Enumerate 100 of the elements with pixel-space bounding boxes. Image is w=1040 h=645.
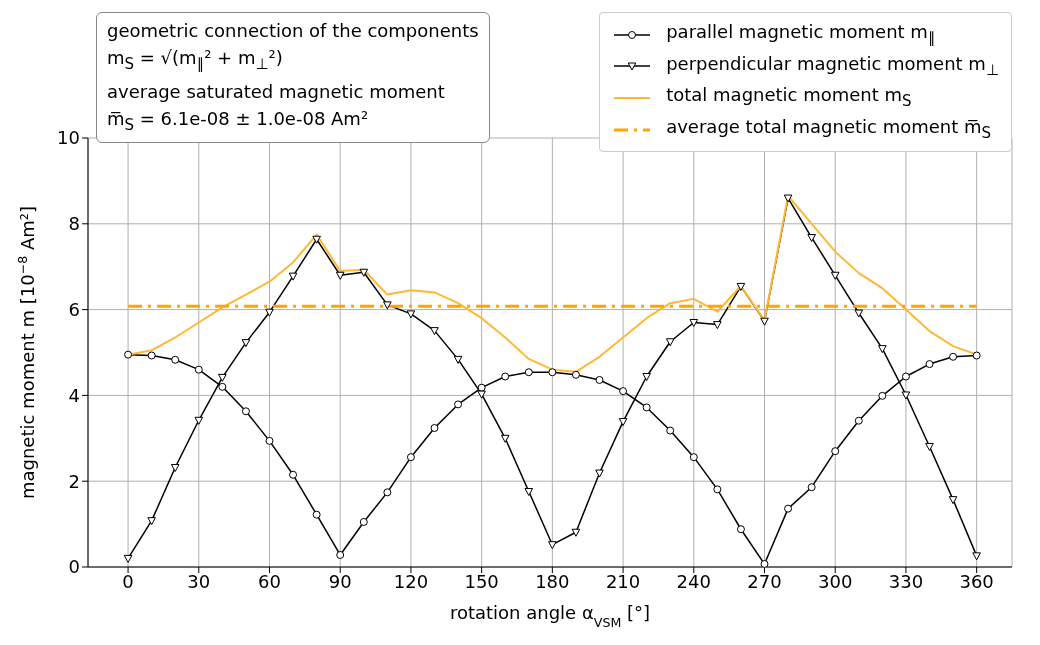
point bbox=[689, 453, 698, 462]
point bbox=[619, 387, 628, 396]
text: m$_{S}$ = √(m$_{∥}$² + m$_{⊥}$²) bbox=[107, 46, 284, 75]
point bbox=[171, 355, 180, 364]
point bbox=[948, 496, 958, 505]
point bbox=[312, 510, 321, 519]
point bbox=[359, 268, 369, 277]
legend-label: parallel magnetic moment m$_{∥}$ bbox=[666, 20, 936, 49]
x-tick-label: 330 bbox=[888, 570, 924, 592]
point bbox=[501, 372, 510, 381]
point bbox=[783, 194, 793, 203]
legend-label: average total magnetic moment m̅$_{S}$ bbox=[666, 114, 992, 144]
point bbox=[878, 345, 887, 354]
point bbox=[359, 517, 368, 526]
point bbox=[218, 373, 227, 382]
x-tick-label: 210 bbox=[605, 570, 641, 592]
point bbox=[524, 368, 533, 377]
y-tick-label: 8 bbox=[68, 213, 80, 235]
point bbox=[901, 372, 910, 381]
point bbox=[406, 310, 416, 319]
point bbox=[288, 272, 298, 281]
point bbox=[736, 525, 745, 534]
x-tick-label: 150 bbox=[464, 570, 499, 592]
point bbox=[666, 426, 675, 435]
point bbox=[124, 350, 133, 359]
point bbox=[335, 271, 345, 280]
point bbox=[713, 485, 722, 494]
point bbox=[831, 447, 840, 456]
x-tick-label: 270 bbox=[747, 570, 782, 592]
point bbox=[218, 382, 227, 391]
point bbox=[665, 338, 675, 347]
point bbox=[760, 560, 769, 567]
point bbox=[949, 352, 958, 361]
x-tick-label: 180 bbox=[535, 570, 570, 592]
point bbox=[312, 235, 321, 244]
point bbox=[571, 528, 581, 537]
point bbox=[972, 552, 981, 561]
point bbox=[454, 400, 463, 409]
legend-label: perpendicular magnetic moment m$_{⊥}$ bbox=[666, 51, 999, 81]
point bbox=[336, 550, 345, 559]
point bbox=[147, 517, 156, 526]
point bbox=[241, 407, 250, 416]
point bbox=[147, 351, 156, 360]
point bbox=[595, 469, 604, 478]
point bbox=[453, 355, 463, 364]
point bbox=[854, 309, 864, 318]
text: geometric connection of the components bbox=[107, 19, 479, 43]
x-tick-label: 120 bbox=[393, 570, 429, 592]
point bbox=[500, 434, 510, 443]
point bbox=[713, 321, 722, 330]
point bbox=[571, 370, 580, 379]
point bbox=[972, 351, 981, 360]
point bbox=[383, 301, 392, 310]
point bbox=[194, 365, 203, 374]
point bbox=[548, 541, 557, 550]
point bbox=[477, 390, 486, 399]
point bbox=[383, 488, 392, 497]
point bbox=[878, 391, 887, 400]
point bbox=[760, 317, 769, 326]
point bbox=[642, 373, 651, 382]
y-tick-label: 4 bbox=[68, 384, 80, 406]
point bbox=[595, 375, 604, 384]
point bbox=[925, 360, 934, 369]
point bbox=[901, 391, 911, 400]
point bbox=[807, 234, 816, 243]
point bbox=[689, 318, 699, 327]
point bbox=[289, 470, 298, 479]
point bbox=[784, 504, 793, 513]
x-tick-label: 0 bbox=[122, 570, 134, 592]
point bbox=[925, 442, 934, 451]
point bbox=[430, 327, 439, 336]
point bbox=[618, 418, 628, 427]
point bbox=[854, 416, 863, 425]
point bbox=[430, 424, 439, 432]
x-tick-label: 90 bbox=[328, 570, 352, 592]
point bbox=[642, 403, 651, 412]
x-tick-label: 60 bbox=[258, 570, 281, 592]
point bbox=[265, 436, 274, 445]
point bbox=[406, 453, 415, 462]
point bbox=[807, 483, 816, 492]
text: average saturated magnetic moment bbox=[107, 79, 446, 104]
y-tick-label: 2 bbox=[68, 470, 80, 492]
y-tick-label: 6 bbox=[68, 298, 80, 320]
x-axis-title: rotation angle α$_{VSM}$ [°] bbox=[449, 602, 651, 630]
x-tick-label: 30 bbox=[187, 570, 211, 592]
point bbox=[241, 339, 251, 348]
y-tick-label: 10 bbox=[57, 127, 80, 149]
x-tick-label: 240 bbox=[676, 570, 711, 592]
point bbox=[265, 308, 274, 317]
point bbox=[548, 368, 557, 377]
point bbox=[123, 554, 133, 563]
y-tick-label: 0 bbox=[68, 556, 80, 578]
point bbox=[830, 271, 840, 280]
x-tick-label: 300 bbox=[818, 570, 853, 592]
point bbox=[194, 416, 204, 425]
point bbox=[170, 463, 180, 472]
point bbox=[524, 488, 534, 496]
legend-label: total magnetic moment m$_{S}$ bbox=[666, 83, 912, 112]
text: m̅$_{S}$ = 6.1e-08 ± 1.0e-08 Am² bbox=[107, 106, 370, 136]
x-tick-label: 360 bbox=[959, 570, 994, 592]
